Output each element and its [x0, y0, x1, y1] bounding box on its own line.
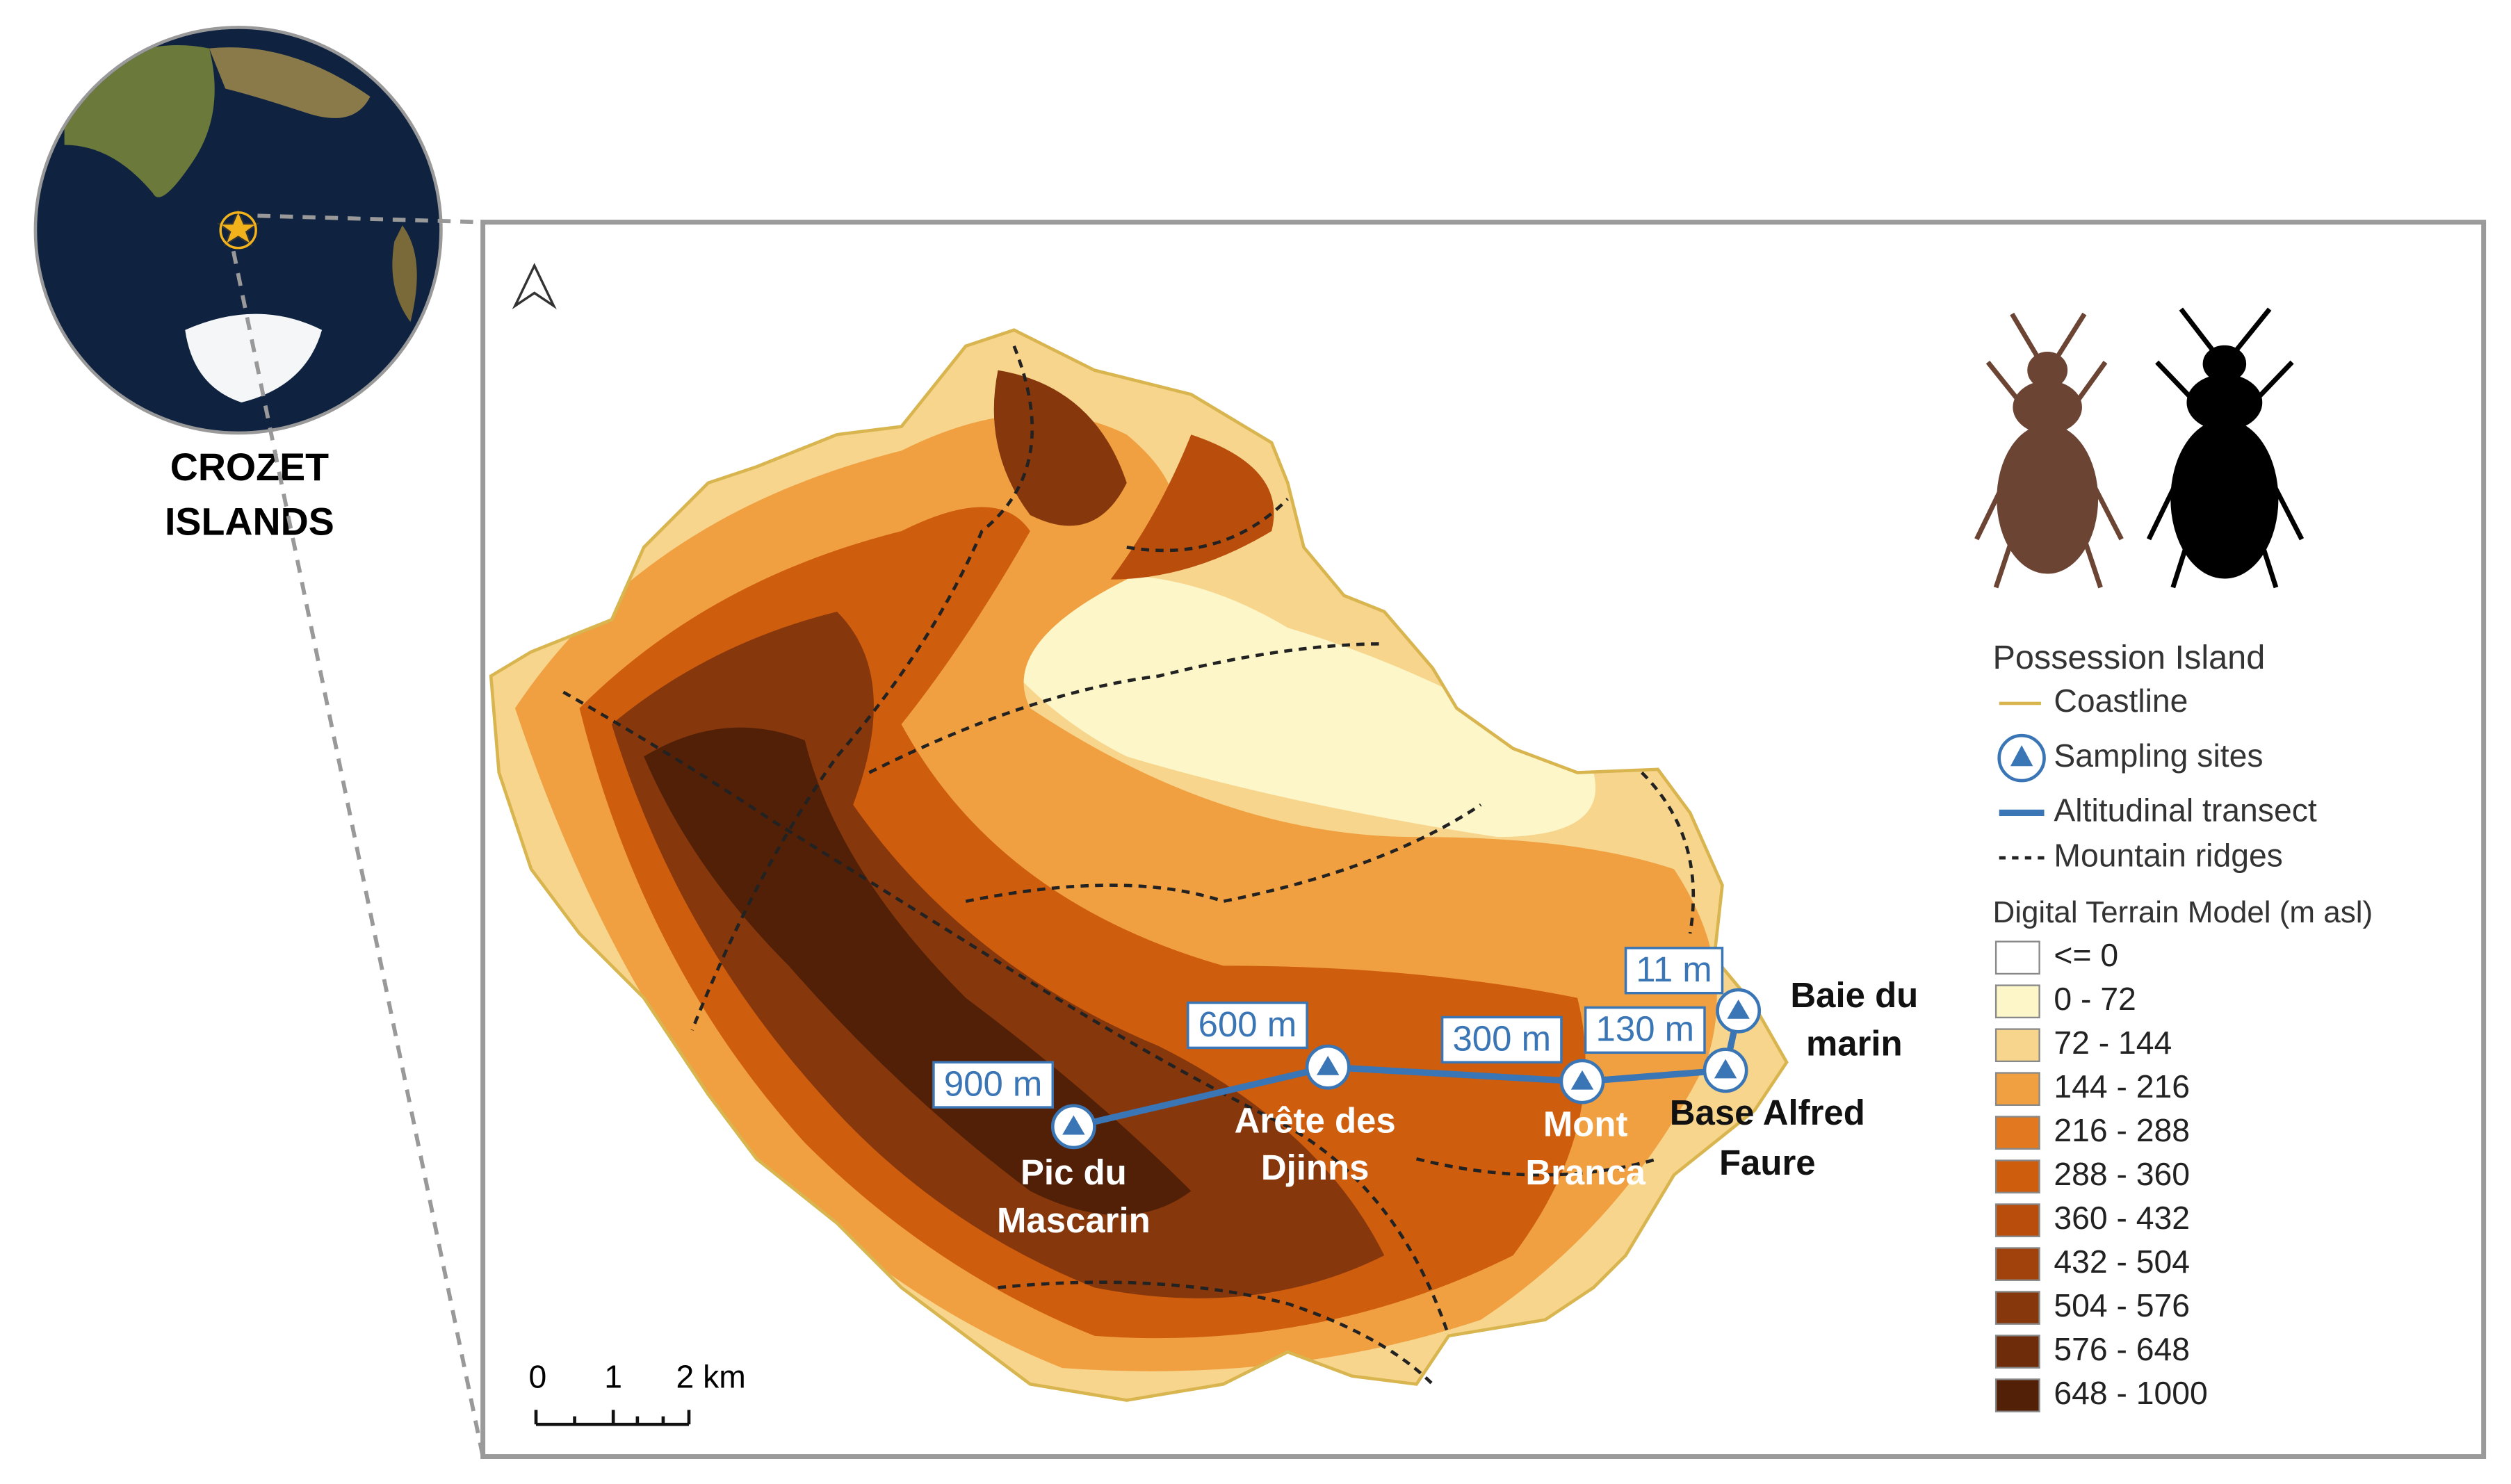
inset-label: CROZET	[170, 446, 329, 489]
legend-label: Mountain ridges	[2054, 837, 2282, 873]
legend-label: 648 - 1000	[2054, 1375, 2207, 1411]
legend-swatch	[1994, 1159, 2040, 1193]
site-name: Base Alfred	[1670, 1093, 1865, 1132]
site-name: Faure	[1719, 1143, 1816, 1182]
site-name: Branca	[1525, 1152, 1645, 1192]
elevation-label: 300 m	[1452, 1019, 1551, 1059]
legend: Possession Island Digital Terrain Model …	[1992, 639, 2373, 1412]
elevation-box	[1440, 1016, 1563, 1063]
legend-subtitle: Digital Terrain Model (m asl)	[1992, 895, 2373, 929]
legend-label: 360 - 432	[2054, 1200, 2190, 1236]
legend-label: 576 - 648	[2054, 1331, 2190, 1367]
elevation-label: 130 m	[1596, 1009, 1695, 1049]
scale-label: 1	[604, 1359, 622, 1395]
elevation-box	[932, 1061, 1054, 1109]
north-arrow	[512, 263, 557, 309]
legend-swatch	[1994, 984, 2040, 1019]
legend-swatch	[2010, 745, 2033, 767]
elevation-label: 600 m	[1198, 1004, 1297, 1044]
legend-label: Altitudinal transect	[2054, 792, 2316, 829]
site-name: Djinns	[1261, 1148, 1370, 1187]
elevation-box	[1584, 1006, 1706, 1054]
legend-label: 144 - 216	[2054, 1068, 2190, 1104]
site-marker	[1570, 1070, 1594, 1090]
scale-label: 2 km	[676, 1359, 745, 1395]
scale-bar	[534, 1410, 691, 1426]
site-marker	[1727, 999, 1750, 1019]
legend-swatch	[1994, 1291, 2040, 1325]
site-name: Pic du	[1021, 1152, 1127, 1192]
legend-label: 216 - 288	[2054, 1112, 2190, 1148]
legend-label: Sampling sites	[2054, 737, 2263, 774]
legend-swatch	[1994, 1116, 2040, 1150]
site-name: Arête des	[1235, 1101, 1396, 1141]
legend-label: <= 0	[2054, 937, 2118, 973]
beetle-black	[2146, 307, 2305, 589]
legend-swatch	[1994, 1335, 2040, 1369]
legend-swatch	[1994, 1028, 2040, 1063]
scale-label: 0	[528, 1359, 546, 1395]
site-name: Baie du	[1790, 975, 1918, 1015]
elevation-box	[1187, 1001, 1308, 1050]
inset-label: ISLANDS	[165, 500, 334, 544]
legend-label: 288 - 360	[2054, 1156, 2190, 1192]
legend-title: Possession Island	[1992, 639, 2265, 676]
site-name: Mascarin	[997, 1200, 1151, 1240]
elevation-label: 900 m	[944, 1063, 1043, 1103]
site-marker	[1316, 1056, 1340, 1075]
zoom-line	[257, 213, 483, 225]
site-name: Mont	[1543, 1104, 1628, 1143]
legend-label: 72 - 144	[2054, 1025, 2172, 1061]
site-marker	[1714, 1059, 1737, 1079]
legend-swatch	[1994, 1378, 2040, 1412]
legend-label: 0 - 72	[2054, 981, 2136, 1017]
legend-label: 504 - 576	[2054, 1287, 2190, 1323]
sites: 900 m Pic du Mascarin 600 m Arête des Djinns 3…	[932, 947, 1918, 1240]
elevation-box	[1624, 947, 1724, 995]
legend-swatch	[1994, 940, 2040, 975]
legend-swatch	[1994, 1203, 2040, 1237]
zoom-line	[231, 250, 485, 1458]
globe	[33, 26, 443, 435]
legend-label: Coastline	[2054, 683, 2188, 719]
legend-swatch	[1994, 1247, 2040, 1281]
site-name: marin	[1806, 1024, 1903, 1063]
beetle-brown	[1974, 312, 2124, 589]
legend-swatch	[1994, 1072, 2040, 1107]
site-marker	[1062, 1115, 1085, 1135]
elevation-label: 11 m	[1636, 949, 1712, 989]
legend-label: 432 - 504	[2054, 1244, 2190, 1280]
